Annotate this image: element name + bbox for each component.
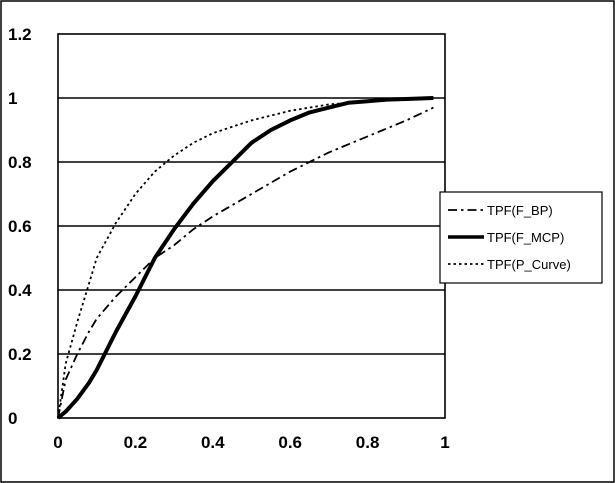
- y-tick-label: 0.2: [8, 345, 32, 364]
- x-tick-label: 0.2: [124, 433, 148, 452]
- y-axis-tick-labels: 0 0.2 0.4 0.6 0.8 1 1.2: [8, 25, 32, 428]
- series-line-0: [57, 106, 434, 419]
- legend-label: TPF(F_BP): [487, 203, 553, 218]
- x-axis-tick-labels: 0 0.2 0.4 0.6 0.8 1: [53, 433, 449, 452]
- x-tick-label: 0.4: [201, 433, 225, 452]
- legend-label: TPF(F_MCP): [487, 230, 564, 245]
- x-tick-label: 1: [440, 433, 449, 452]
- y-tick-label: 0.6: [8, 217, 32, 236]
- gridlines: [58, 97, 445, 355]
- y-tick-label: 1: [8, 89, 17, 108]
- series-line-1: [56, 96, 434, 420]
- x-tick-label: 0.6: [278, 433, 302, 452]
- x-tick-label: 0.8: [356, 433, 380, 452]
- series-lines: [56, 96, 434, 420]
- y-tick-label: 0: [8, 409, 17, 428]
- y-tick-label: 0.8: [8, 153, 32, 172]
- legend-label: TPF(P_Curve): [487, 257, 571, 272]
- y-tick-label: 1.2: [8, 25, 32, 44]
- x-tick-label: 0: [53, 433, 62, 452]
- legend: TPF(F_BP) TPF(F_MCP) TPF(P_Curve): [439, 191, 603, 284]
- y-tick-label: 0.4: [8, 281, 32, 300]
